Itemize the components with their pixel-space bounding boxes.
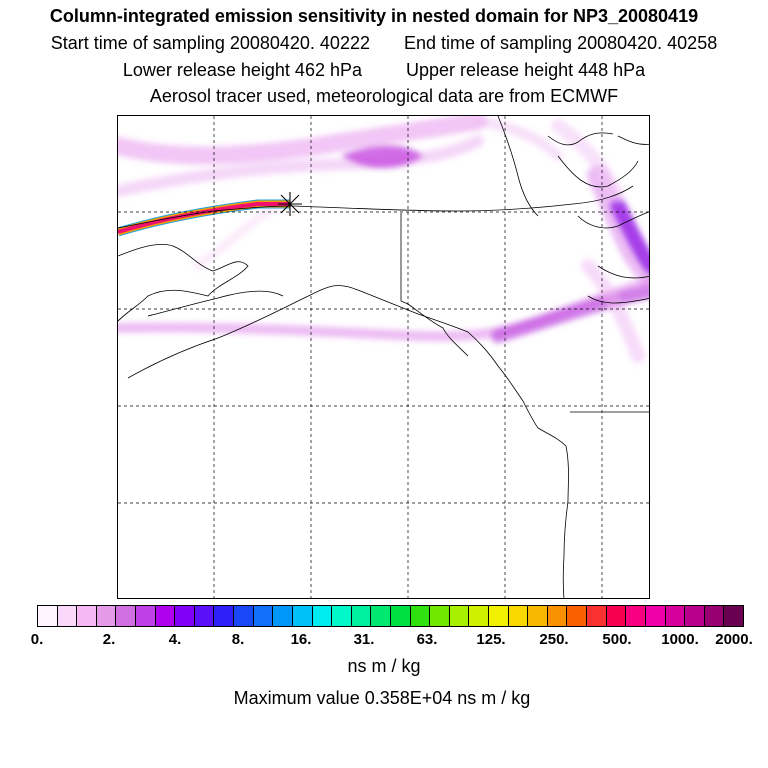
colorbar-cell bbox=[410, 606, 431, 626]
colorbar-cell bbox=[332, 606, 352, 626]
colorbar-tick-label: 16. bbox=[290, 631, 312, 648]
sensitivity-plume bbox=[118, 116, 649, 363]
colorbar-tick-label: 63. bbox=[416, 631, 438, 648]
colorbar bbox=[37, 605, 744, 627]
colorbar-cell bbox=[351, 606, 372, 626]
borders bbox=[400, 213, 649, 413]
max-value-label: Maximum value 0.358E+04 ns m / kg bbox=[233, 688, 531, 708]
colorbar-cell bbox=[312, 606, 333, 626]
colorbar-tick-label: 4. bbox=[168, 631, 182, 648]
colorbar-cell bbox=[567, 606, 588, 626]
colorbar-cell bbox=[685, 606, 705, 626]
coastlines bbox=[118, 116, 649, 598]
start-time-text: Start time of sampling 20080420. 40222 bbox=[50, 33, 370, 53]
colorbar-tick-label: 2. bbox=[102, 631, 116, 648]
colorbar-tick-label: 500. bbox=[602, 631, 632, 648]
colorbar-cell bbox=[469, 606, 490, 626]
colorbar-cell bbox=[136, 606, 156, 626]
colorbar-cell bbox=[587, 606, 607, 626]
colorbar-cell bbox=[155, 606, 176, 626]
colorbar-cell bbox=[292, 606, 313, 626]
colorbar-cell bbox=[665, 606, 686, 626]
colorbar-cell bbox=[606, 606, 627, 626]
colorbar-tick-label: 8. bbox=[231, 631, 245, 648]
colorbar-cell bbox=[116, 606, 137, 626]
colorbar-cell bbox=[626, 606, 646, 626]
colorbar-cell bbox=[194, 606, 215, 626]
colorbar-cell bbox=[234, 606, 254, 626]
colorbar-cell bbox=[724, 606, 743, 626]
units-label: ns m / kg bbox=[347, 656, 421, 676]
release-heights: Lower release height 462 hPa Upper releas… bbox=[0, 60, 768, 81]
plot-title: Column-integrated emission sensitivity i… bbox=[49, 6, 699, 26]
colorbar-cell bbox=[645, 606, 666, 626]
sampling-times: Start time of sampling 20080420. 40222 En… bbox=[0, 33, 768, 54]
grid-lines bbox=[118, 116, 649, 598]
colorbar-tick-label: 0. bbox=[30, 631, 44, 648]
colorbar-cell bbox=[430, 606, 450, 626]
colorbar-tick-label: 125. bbox=[476, 631, 506, 648]
colorbar-tick-label: 2000. bbox=[715, 631, 753, 648]
colorbar-cell bbox=[57, 606, 78, 626]
colorbar-cell bbox=[214, 606, 235, 626]
colorbar-tick-label: 31. bbox=[353, 631, 375, 648]
colorbar-tick-label: 1000. bbox=[661, 631, 699, 648]
colorbar-cell bbox=[390, 606, 411, 626]
map-panel bbox=[117, 115, 650, 599]
lower-release-text: Lower release height 462 hPa bbox=[122, 60, 362, 80]
colorbar-cell bbox=[704, 606, 725, 626]
colorbar-cell bbox=[273, 606, 293, 626]
colorbar-cell bbox=[449, 606, 470, 626]
colorbar-tick-label: 250. bbox=[539, 631, 569, 648]
colorbar-cell bbox=[547, 606, 568, 626]
colorbar-cell bbox=[508, 606, 529, 626]
colorbar-cell bbox=[77, 606, 97, 626]
colorbar-cell bbox=[38, 606, 58, 626]
colorbar-cell bbox=[489, 606, 509, 626]
colorbar-cell bbox=[371, 606, 391, 626]
end-time-text: End time of sampling 20080420. 40258 bbox=[403, 33, 718, 53]
colorbar-cell bbox=[528, 606, 548, 626]
colorbar-cell bbox=[175, 606, 195, 626]
upper-release-text: Upper release height 448 hPa bbox=[406, 60, 646, 80]
release-point-marker bbox=[278, 192, 302, 216]
colorbar-cell bbox=[96, 606, 117, 626]
colorbar-cell bbox=[253, 606, 274, 626]
tracer-note: Aerosol tracer used, meteorological data… bbox=[149, 86, 619, 106]
